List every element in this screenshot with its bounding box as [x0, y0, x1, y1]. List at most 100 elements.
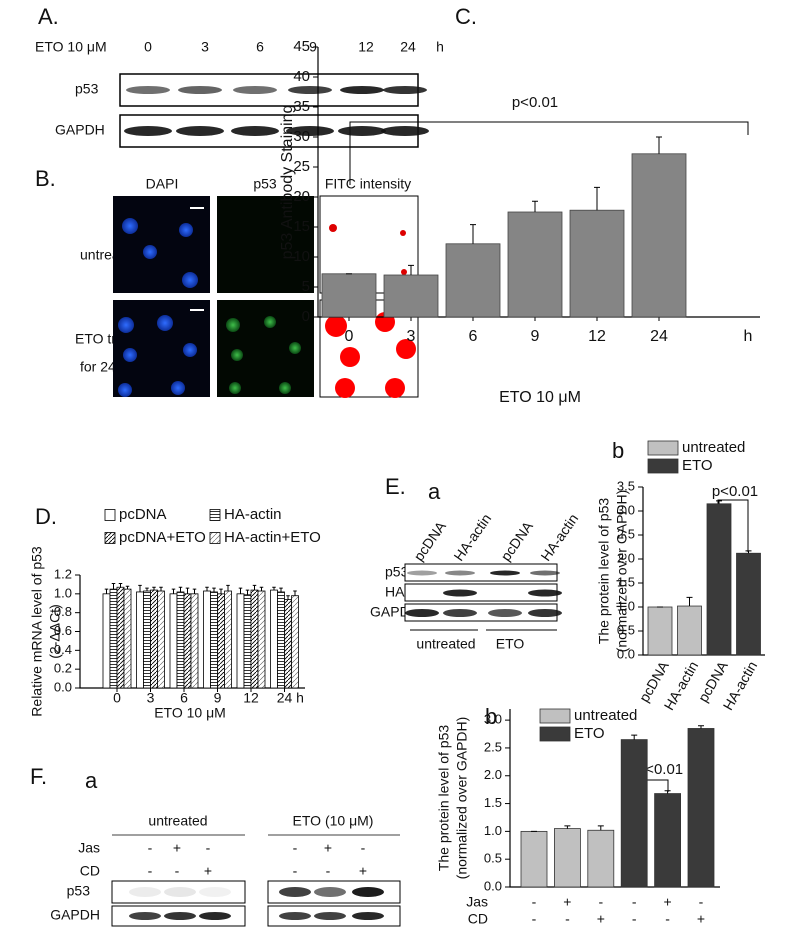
- bar: [169, 593, 178, 689]
- blot-band: [381, 126, 429, 136]
- row-label: GAPDH: [55, 122, 105, 138]
- bar: [647, 606, 673, 656]
- blot-band: [286, 126, 334, 136]
- error-bar: [745, 550, 752, 554]
- y-tick-label: 3.5: [617, 478, 635, 493]
- error-bar: [293, 590, 297, 596]
- error-bar: [125, 585, 130, 590]
- treatment-sign: -: [361, 840, 366, 856]
- y-tick-label: 0: [302, 308, 310, 325]
- error-bar: [185, 587, 190, 594]
- legend-swatch: [647, 458, 679, 474]
- error-bar: [104, 588, 109, 594]
- bar: [445, 243, 501, 318]
- bar: [631, 153, 687, 318]
- x-tick-label: 6: [469, 328, 478, 345]
- group-label: ETO: [496, 636, 525, 652]
- y-tick-label: 0.2: [54, 661, 72, 676]
- panel-label: E.: [385, 474, 406, 499]
- bar: [102, 593, 111, 689]
- blot-band: [231, 126, 279, 136]
- error-bar: [686, 596, 693, 607]
- y-tick-label: 0.8: [54, 604, 72, 619]
- treatment-sign: -: [148, 863, 153, 879]
- y-tick-label: 2.0: [617, 550, 635, 565]
- y-tick-label: 0.4: [54, 642, 72, 657]
- bar: [109, 588, 118, 689]
- panel-e-a: E. a pcDNA HA-actin pcDNA HA-actin p53 H…: [370, 474, 581, 652]
- blot-band: [178, 86, 222, 94]
- error-bar: [238, 587, 243, 594]
- time-label: 24: [400, 39, 416, 55]
- bar: [257, 590, 266, 689]
- legend-swatch: [647, 440, 679, 456]
- y-tick-label: 0.5: [617, 622, 635, 637]
- row-label: p53: [385, 564, 409, 580]
- row-sign: -: [632, 911, 637, 927]
- legend-swatch: [209, 509, 221, 521]
- legend-label: pcDNA: [119, 506, 167, 523]
- error-bar: [564, 825, 571, 829]
- lane-label: HA-actin: [537, 511, 581, 564]
- bar: [243, 594, 252, 689]
- blot-band: [176, 126, 224, 136]
- row-label: Jas: [466, 894, 488, 910]
- y-tick-label: 30: [293, 128, 310, 145]
- error-bar: [171, 588, 176, 594]
- y-tick-label: 25: [293, 158, 310, 175]
- sub-label: a: [85, 768, 98, 793]
- time-label: 12: [358, 39, 374, 55]
- sub-label: a: [428, 479, 441, 504]
- y-axis-label: (2-ΔΔCt): [47, 604, 63, 658]
- error-bar: [532, 200, 538, 212]
- y-axis-label: Relative mRNA level of p53: [29, 546, 45, 717]
- bar: [217, 593, 225, 689]
- blot-band: [164, 887, 196, 897]
- legend-swatch: [104, 532, 116, 544]
- error-bar: [664, 790, 671, 794]
- x-axis-label: ETO 10 μM: [154, 705, 226, 721]
- y-tick-label: 0.0: [617, 646, 635, 661]
- blot-band: [233, 86, 277, 94]
- error-bar: [272, 586, 276, 591]
- lane-label: HA-actin: [450, 511, 494, 564]
- bar: [270, 589, 278, 689]
- legend-label: ETO: [574, 725, 605, 742]
- legend-label: HA-actin: [224, 506, 282, 523]
- panel-label: A.: [38, 4, 59, 29]
- error-bar: [279, 587, 283, 592]
- column-label: p53: [253, 176, 277, 192]
- y-tick-label: 1.0: [484, 823, 502, 838]
- error-bar: [408, 264, 414, 275]
- error-bar: [631, 734, 638, 740]
- annotation: p<0.01: [512, 94, 558, 111]
- row-sign: -: [565, 911, 570, 927]
- row-label: GAPDH: [50, 907, 100, 923]
- bar: [620, 739, 648, 888]
- error-bar: [219, 588, 223, 594]
- blot-band: [530, 570, 560, 576]
- bar: [157, 590, 165, 689]
- panel-label: D.: [35, 504, 57, 529]
- time-label: 3: [201, 39, 209, 55]
- y-tick-label: 0.0: [54, 679, 72, 694]
- blot-band: [443, 589, 477, 597]
- blot-band: [288, 86, 332, 94]
- y-axis-label: (normalized over GAPDH): [614, 490, 630, 653]
- y-tick-label: 1.5: [617, 574, 635, 589]
- x-tick-label: 6: [180, 690, 188, 706]
- error-bar: [245, 589, 250, 595]
- panel-label: B.: [35, 166, 56, 191]
- treatment-label: ETO 10 μM: [35, 39, 107, 55]
- treatment-label: CD: [80, 863, 100, 879]
- legend-label: HA-actin+ETO: [224, 529, 321, 546]
- column-label: FITC intensity: [325, 176, 411, 192]
- bar: [520, 830, 548, 888]
- error-bar: [152, 586, 156, 591]
- error-bar: [698, 725, 704, 729]
- blot-band: [164, 912, 196, 920]
- x-unit: h: [744, 328, 753, 345]
- y-tick-label: 1.2: [54, 566, 72, 581]
- y-tick-label: 15: [293, 218, 310, 235]
